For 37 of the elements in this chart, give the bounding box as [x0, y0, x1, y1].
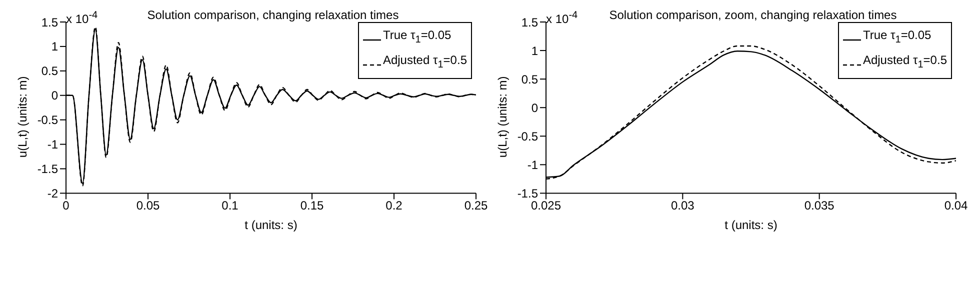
- annotation: x 10$^{-4}$: [546, 10, 578, 26]
- y-tick-label: 1: [531, 44, 538, 58]
- annotation: x 10$^{-4}$: [66, 10, 98, 26]
- y-axis-title: u(L,t) (units: m): [15, 76, 30, 158]
- chart-title: Solution comparison, changing relaxation times: [147, 8, 399, 22]
- y-tick-label: 0.5: [521, 72, 538, 86]
- legend-label: Adjusted τ$_{1}$=0.5: [862, 52, 947, 73]
- y-tick-label: -2: [47, 186, 58, 200]
- x-axis-title: t (units: s): [244, 218, 298, 232]
- y-tick-label: -0.5: [37, 113, 58, 128]
- x-tick-label: 0.25: [464, 198, 488, 213]
- x-tick-label: 0.03: [670, 198, 695, 213]
- y-tick-label: -1: [527, 158, 538, 172]
- y-tick-label: -1: [47, 138, 58, 152]
- y-tick-label: 1: [51, 40, 58, 54]
- legend-label: Adjusted τ$_{1}$=0.5: [382, 52, 467, 73]
- x-tick-label: 0.15: [300, 198, 324, 213]
- y-tick-label: 0: [531, 100, 538, 115]
- y-tick-label: -1.5: [37, 162, 58, 176]
- y-axis-title: u(L,t) (units: m): [495, 76, 510, 158]
- x-tick-label: 0.1: [222, 198, 239, 213]
- y-tick-label: 0.5: [41, 64, 58, 78]
- y-tick-label: -0.5: [517, 129, 538, 144]
- x-tick-label: 0.025: [530, 198, 562, 213]
- y-tick-label: 0: [51, 88, 58, 103]
- x-tick-label: 0.2: [386, 198, 403, 213]
- x-axis-title: t (units: s): [724, 218, 778, 232]
- x-tick-label: 0: [62, 198, 70, 213]
- legend-label: True τ$_{1}$=0.05: [862, 27, 932, 48]
- x-tick-label: 0.04: [944, 198, 968, 213]
- chart-title: Solution comparison, zoom, changing relaxation times: [609, 8, 897, 22]
- y-tick-label: 1.5: [521, 15, 538, 30]
- y-tick-label: 1.5: [41, 15, 58, 30]
- y-tick-label: -1.5: [517, 186, 538, 200]
- x-tick-label: 0.05: [136, 198, 160, 213]
- x-tick-label: 0.035: [804, 198, 835, 213]
- legend-label: True τ$_{1}$=0.05: [382, 27, 452, 48]
